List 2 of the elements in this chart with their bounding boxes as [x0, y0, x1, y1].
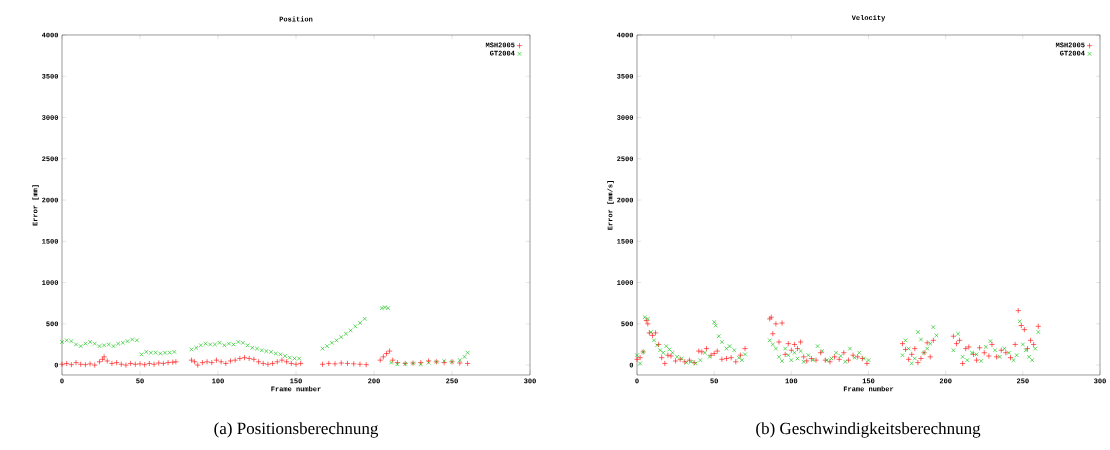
text: (b) Geschwindigkeitsberechnung — [756, 422, 981, 438]
text: (a) Positionsberechnung — [214, 422, 379, 438]
